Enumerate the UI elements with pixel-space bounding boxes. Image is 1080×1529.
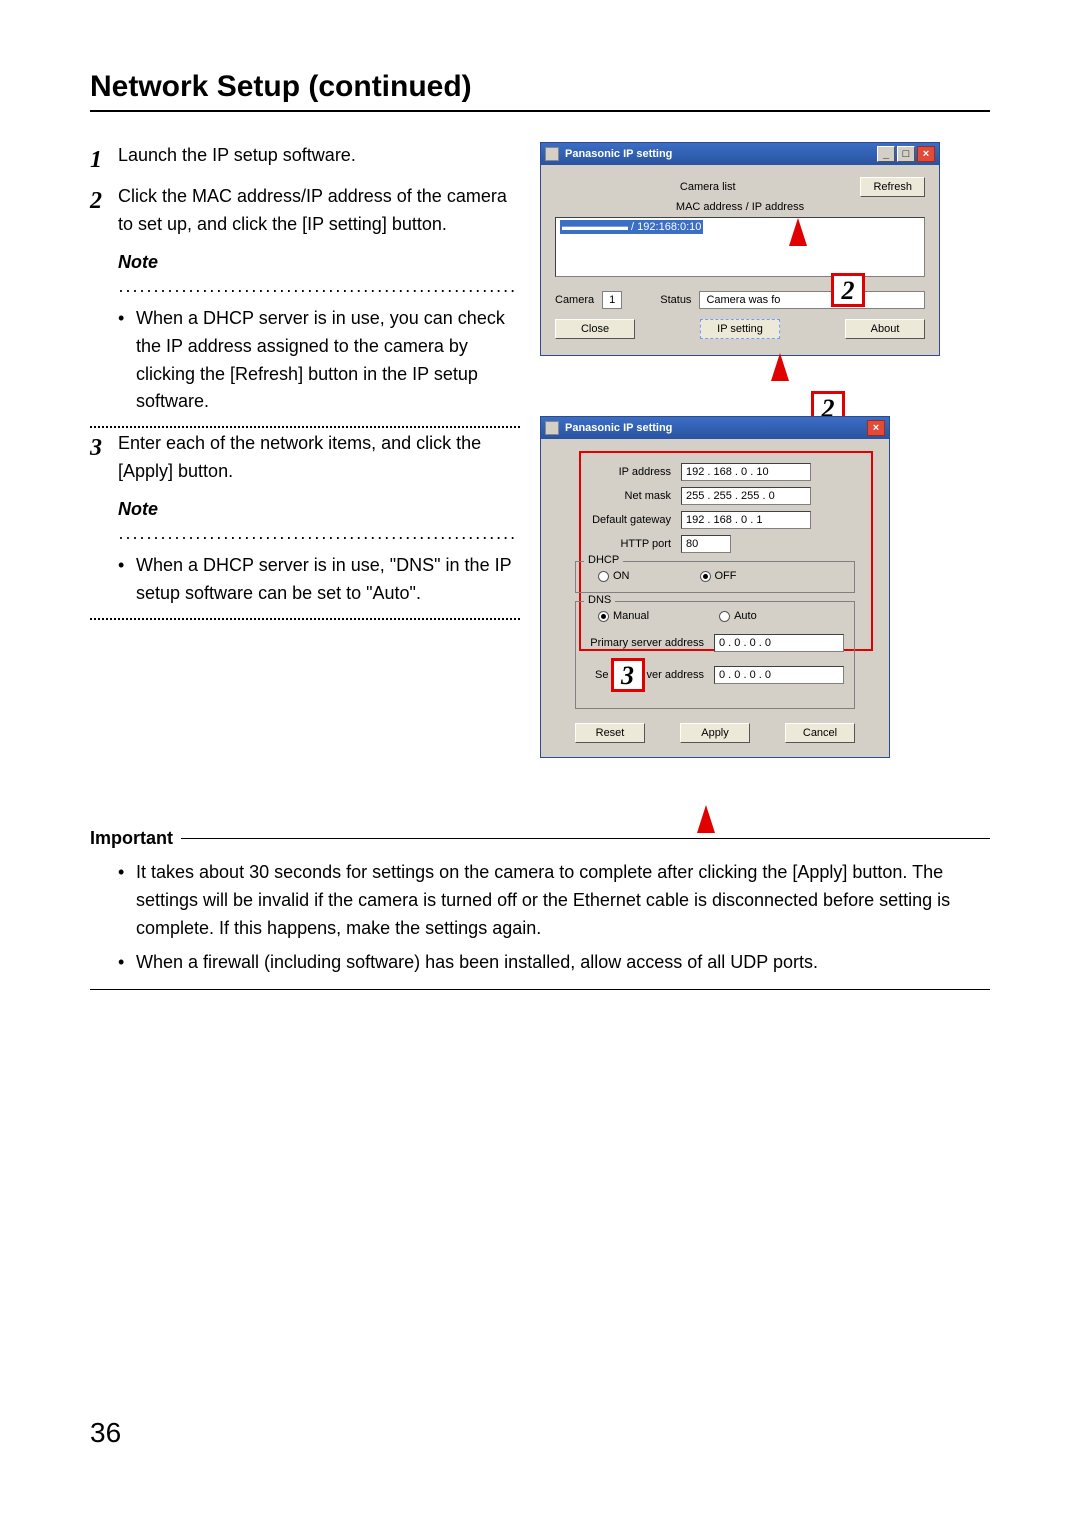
step-1-num: 1: [90, 142, 118, 179]
titlebar: Panasonic IP setting _ □ ×: [541, 143, 939, 165]
step-3: 3 Enter each of the network items, and c…: [90, 430, 520, 486]
page-title: Network Setup (continued): [90, 70, 990, 104]
status-value: Camera was fo: [699, 291, 925, 309]
dns-manual-radio[interactable]: Manual: [598, 610, 649, 622]
dhcp-on-radio[interactable]: ON: [598, 570, 630, 582]
bullet-icon: •: [118, 305, 136, 417]
important-bottom-rule: [90, 989, 990, 990]
title-rule: [90, 110, 990, 112]
important-label: Important: [90, 828, 173, 849]
dhcp-off-radio[interactable]: OFF: [700, 570, 737, 582]
step-3-num: 3: [90, 430, 118, 486]
bullet-icon: •: [118, 949, 136, 977]
window-ip-setting: Panasonic IP setting × IP address 192 . …: [540, 416, 890, 758]
instructions-column: 1 Launch the IP setup software. 2 Click …: [90, 142, 520, 798]
camera-list-label: Camera list: [555, 181, 860, 193]
list-item[interactable]: ▬▬▬▬▬▬ / 192:168:0:10: [560, 220, 703, 234]
apply-button[interactable]: Apply: [680, 723, 750, 743]
callout-arrow: [789, 218, 807, 246]
about-button[interactable]: About: [845, 319, 925, 339]
note-2-label: Note: [118, 499, 158, 519]
callout-arrow: [697, 805, 715, 833]
primary-dns-label: Primary server address: [576, 637, 714, 649]
important-section: Important • It takes about 30 seconds fo…: [90, 828, 990, 990]
important-rule: [181, 838, 990, 839]
dns-group-label: DNS: [584, 594, 615, 606]
note-2-text: When a DHCP server is in use, "DNS" in t…: [136, 552, 520, 608]
minimize-icon[interactable]: _: [877, 146, 895, 162]
note-2: Note ···································…: [118, 496, 520, 608]
dhcp-group-label: DHCP: [584, 554, 623, 566]
titlebar: Panasonic IP setting ×: [541, 417, 889, 439]
note-1-text: When a DHCP server is in use, you can ch…: [136, 305, 520, 417]
close-icon[interactable]: ×: [917, 146, 935, 162]
callout-badge-3: 3: [611, 658, 645, 692]
important-item-2: When a firewall (including software) has…: [136, 949, 818, 977]
dns-group: DNS Manual Auto Primary server address 0…: [575, 601, 855, 709]
status-label: Status: [660, 294, 691, 306]
dns-auto-radio[interactable]: Auto: [719, 610, 757, 622]
important-item-1: It takes about 30 seconds for settings o…: [136, 859, 990, 943]
step-2-num: 2: [90, 183, 118, 239]
page-number: 36: [90, 1417, 121, 1449]
step-3-text: Enter each of the network items, and cli…: [118, 430, 520, 486]
callout-arrow: [771, 353, 789, 381]
ip-setting-button[interactable]: IP setting: [700, 319, 780, 339]
secondary-dns-label-prefix: Se: [595, 669, 608, 681]
cancel-button[interactable]: Cancel: [785, 723, 855, 743]
refresh-button[interactable]: Refresh: [860, 177, 925, 197]
dotted-rule: [90, 426, 520, 428]
bullet-icon: •: [118, 552, 136, 608]
window-camera-list: Panasonic IP setting _ □ × Camera list R…: [540, 142, 940, 356]
window-title: Panasonic IP setting: [565, 148, 672, 160]
bullet-icon: •: [118, 859, 136, 943]
reset-button[interactable]: Reset: [575, 723, 645, 743]
close-button[interactable]: Close: [555, 319, 635, 339]
mac-ip-label: MAC address / IP address: [555, 201, 925, 213]
secondary-dns-input[interactable]: 0 . 0 . 0 . 0: [714, 666, 844, 684]
step-1-text: Launch the IP setup software.: [118, 142, 520, 179]
camera-listbox[interactable]: ▬▬▬▬▬▬ / 192:168:0:10: [555, 217, 925, 277]
note-1: Note ···································…: [118, 249, 520, 416]
camera-count: 1: [602, 291, 622, 309]
app-icon: [545, 421, 559, 435]
step-1: 1 Launch the IP setup software.: [90, 142, 520, 179]
close-icon[interactable]: ×: [867, 420, 885, 436]
app-icon: [545, 147, 559, 161]
secondary-dns-label-suffix: ver address: [647, 669, 704, 681]
note-1-label: Note: [118, 252, 158, 272]
dhcp-group: DHCP ON OFF: [575, 561, 855, 593]
maximize-icon[interactable]: □: [897, 146, 915, 162]
step-2-text: Click the MAC address/IP address of the …: [118, 183, 520, 239]
window-title: Panasonic IP setting: [565, 422, 672, 434]
camera-count-label: Camera: [555, 294, 594, 306]
callout-badge-2a: 2: [831, 273, 865, 307]
dotted-rule: [90, 618, 520, 620]
screenshots-column: Panasonic IP setting _ □ × Camera list R…: [540, 142, 990, 798]
step-2: 2 Click the MAC address/IP address of th…: [90, 183, 520, 239]
primary-dns-input[interactable]: 0 . 0 . 0 . 0: [714, 634, 844, 652]
